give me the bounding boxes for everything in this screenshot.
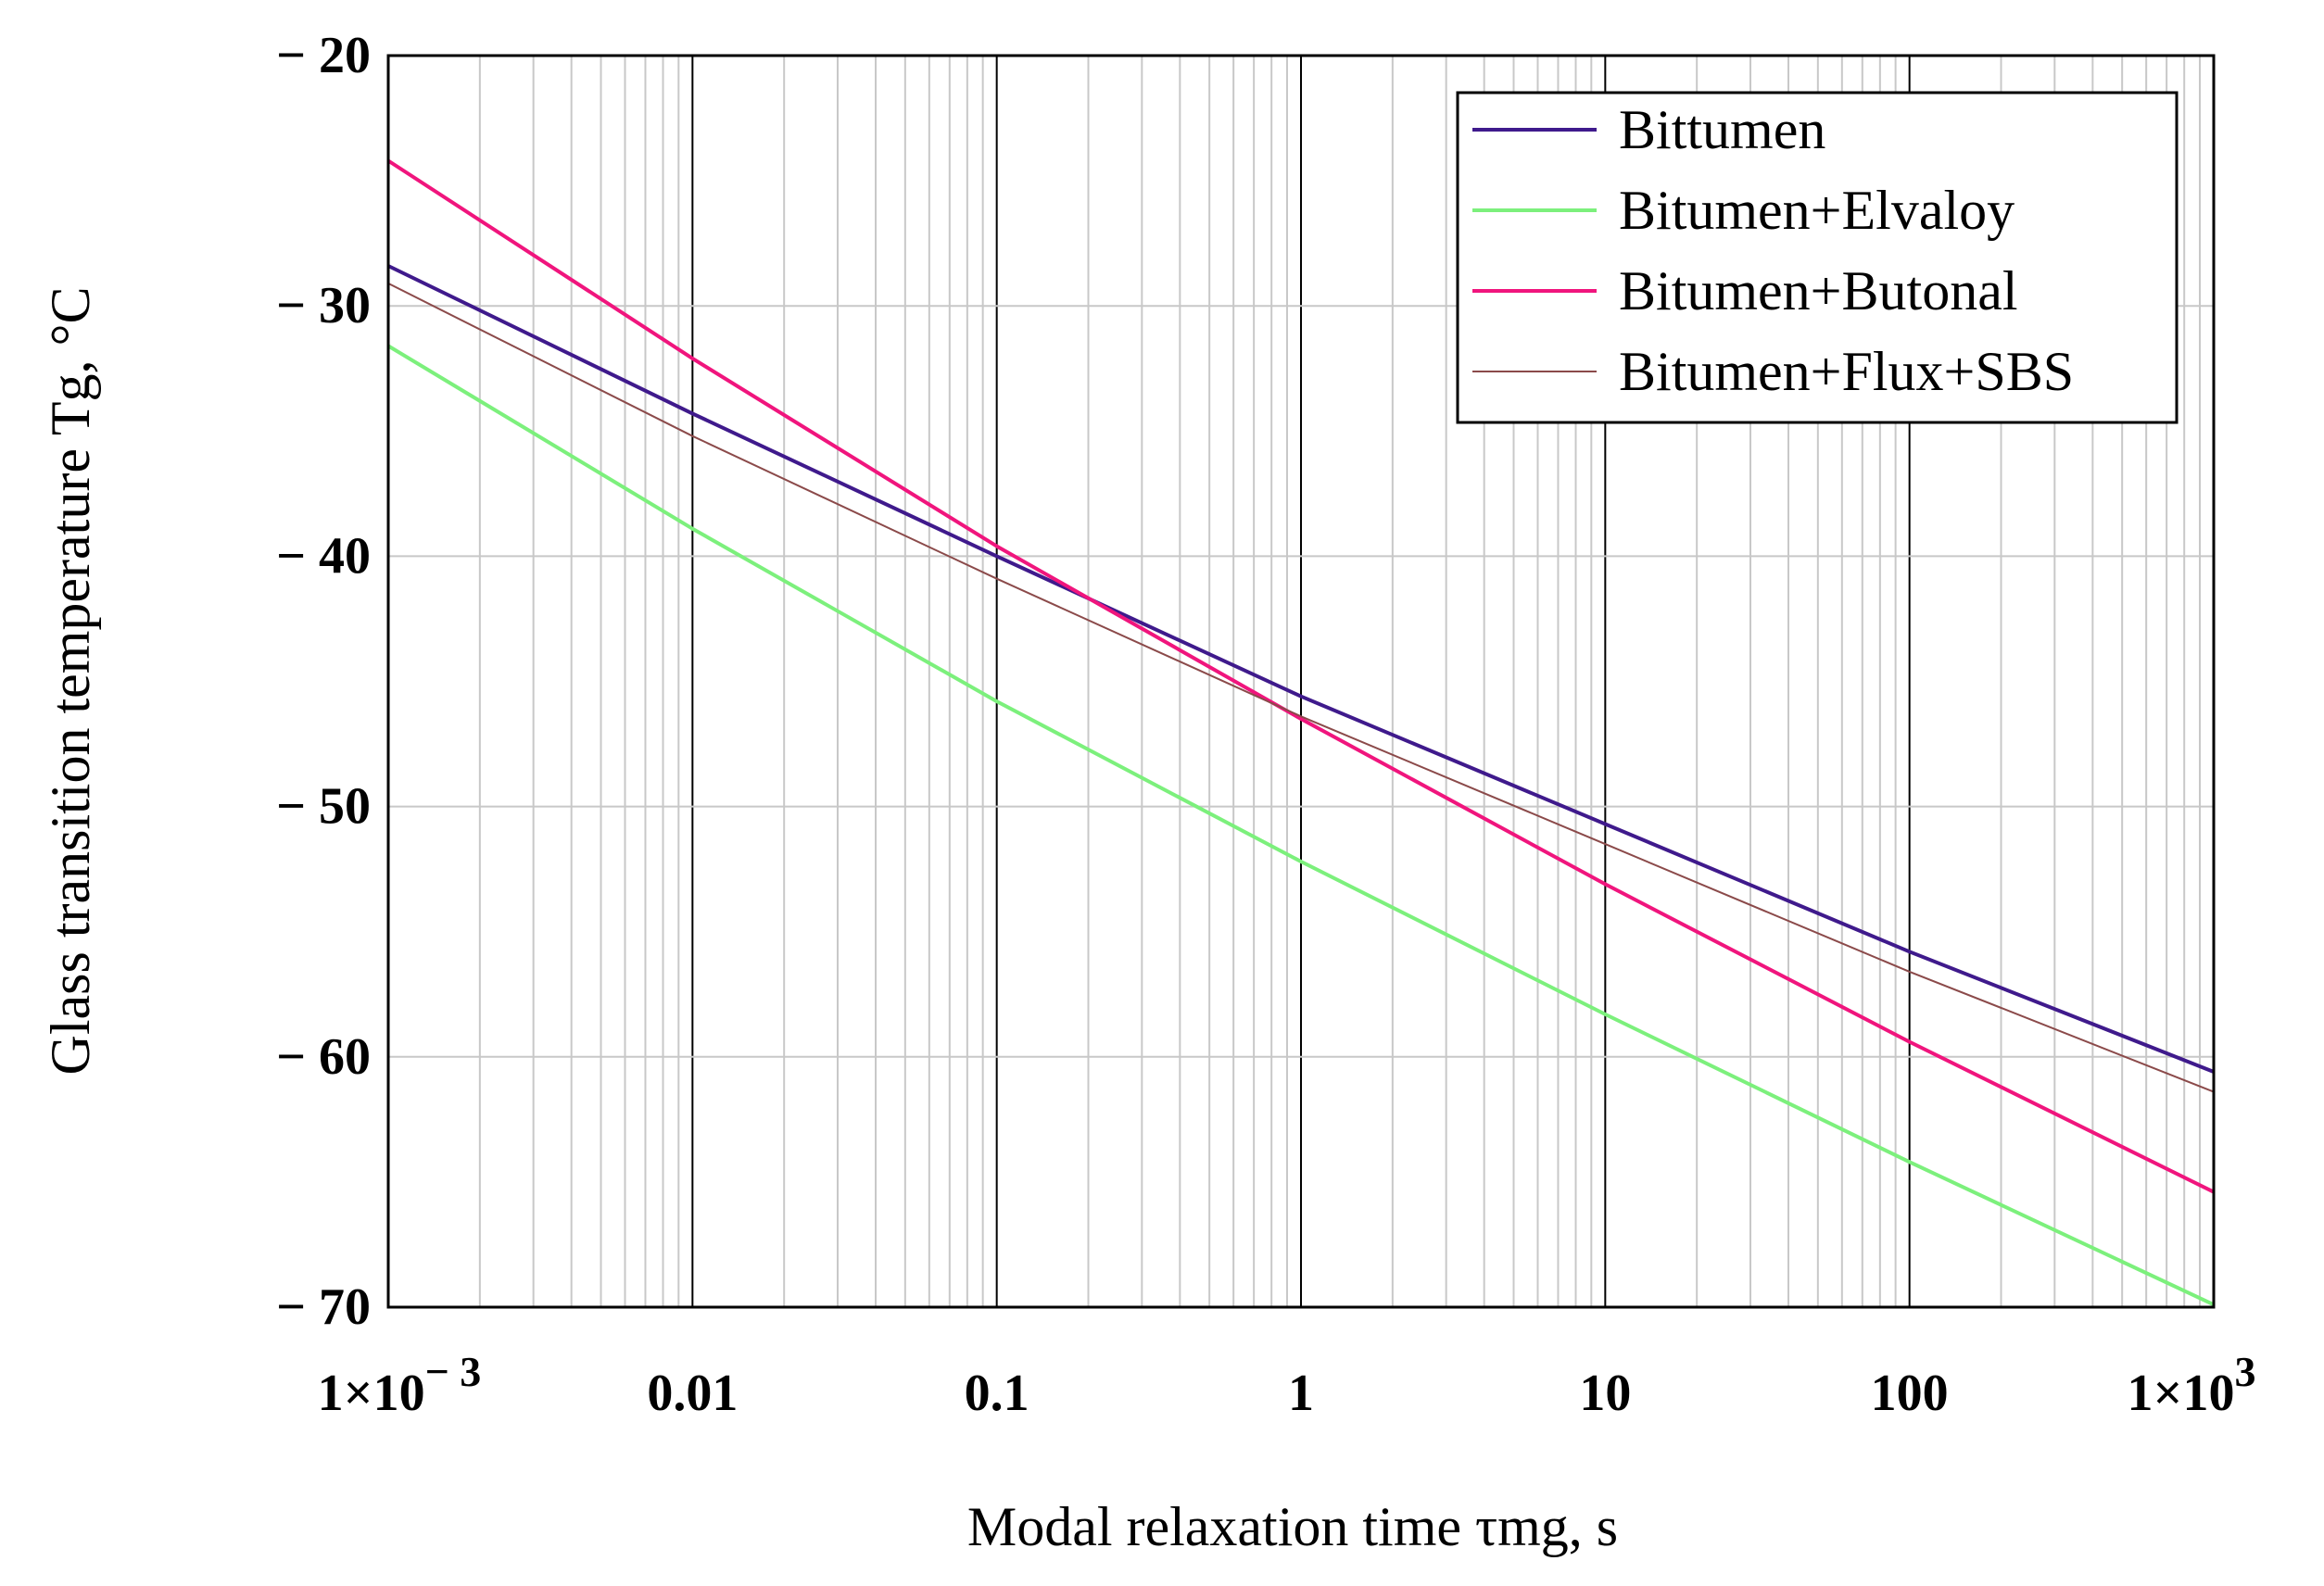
series-lines <box>386 158 2215 1307</box>
x-tick-label: 0.1 <box>965 1365 1029 1422</box>
y-tick-label: − 20 <box>276 27 371 84</box>
x-tick-label: 100 <box>1871 1365 1949 1422</box>
series-line-bitumen-butonal <box>386 158 2215 1194</box>
y-tick-label: − 40 <box>276 527 371 585</box>
plot-frame <box>386 54 2216 1309</box>
x-tick-label: 1 <box>1288 1365 1314 1422</box>
legend-label: Bitumen+Flux+SBS <box>1619 341 2074 402</box>
series-line-bitumen-elvaloy <box>386 344 2215 1307</box>
y-axis-ticks: − 20 − 30 − 40 − 50 − 60 − 70 <box>276 27 371 1336</box>
x-tick-label: 0.01 <box>647 1365 738 1422</box>
x-tick-label: 10 <box>1579 1365 1631 1422</box>
y-tick-label: − 50 <box>276 778 371 836</box>
y-tick-label: − 60 <box>276 1028 371 1086</box>
x-tick-label: 1×10− 3 <box>318 1348 482 1422</box>
series-line-bitumen-flux-sbs <box>387 283 2215 1093</box>
x-tick-label: 1×103 <box>2128 1348 2256 1422</box>
x-axis-ticks: 1×10− 3 0.01 0.1 1 10 100 1×103 <box>318 1348 2256 1422</box>
legend-box <box>1456 91 2179 424</box>
legend: Bittumen Bitumen+Elvaloy Bitumen+Butonal Bi… <box>1456 91 2179 424</box>
y-tick-label: − 70 <box>276 1278 371 1336</box>
minor-gridlines <box>478 56 2201 1307</box>
legend-label: Bittumen <box>1619 99 1825 160</box>
x-axis-title: Modal relaxation time τmg, s <box>967 1496 1618 1557</box>
legend-label: Bitumen+Elvaloy <box>1619 180 2015 241</box>
series-line-bittumen <box>387 264 2215 1074</box>
legend-label: Bitumen+Butonal <box>1619 260 2018 321</box>
y-axis-title: Glass transition temperature Tg, °C <box>40 286 101 1075</box>
y-tick-label: − 30 <box>276 277 371 334</box>
